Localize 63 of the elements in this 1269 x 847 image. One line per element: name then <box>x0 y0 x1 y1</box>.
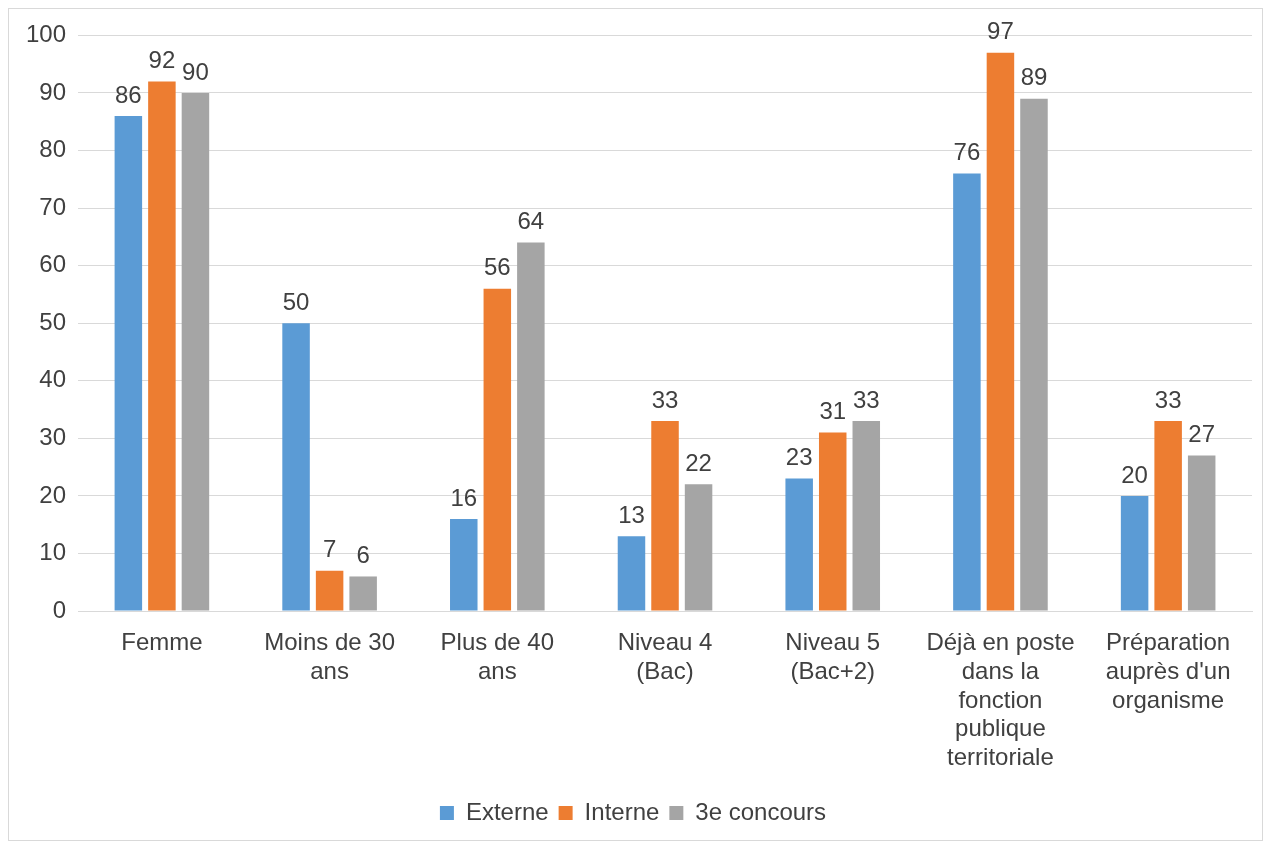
data-label: 22 <box>685 448 712 476</box>
y-tick-label: 0 <box>52 595 67 623</box>
data-label: 20 <box>1121 460 1148 488</box>
data-label: 27 <box>1188 420 1216 448</box>
bar <box>1187 455 1216 611</box>
x-tick-label: Niveau 5 (Bac+2) <box>785 628 881 684</box>
bar <box>617 536 646 611</box>
data-label: 16 <box>450 483 478 511</box>
y-tick-label: 30 <box>39 422 67 450</box>
x-tick-label: Préparation auprès d'un organisme <box>1105 628 1231 713</box>
bar <box>1120 495 1149 611</box>
y-tick-label: 20 <box>39 480 67 508</box>
x-tick-label: Niveau 4 (Bac) <box>617 628 713 684</box>
x-tick-label: Moins de 30 ans <box>264 628 395 684</box>
y-tick-label: 100 <box>26 20 67 48</box>
bar <box>1020 98 1048 611</box>
data-label: 76 <box>953 138 981 166</box>
bar <box>349 576 377 611</box>
x-tick-label: Déjà en poste dans la fonction publique territoriale <box>926 628 1075 771</box>
data-label: 97 <box>987 17 1014 45</box>
bar <box>684 484 713 611</box>
bar <box>953 173 981 611</box>
legend-label: 3e concours <box>695 797 827 825</box>
y-tick-label: 50 <box>39 307 67 335</box>
data-label: 50 <box>282 287 310 315</box>
bar <box>282 323 310 611</box>
bar <box>181 92 210 611</box>
data-label: 23 <box>785 443 813 471</box>
legend-label: Interne <box>584 797 660 825</box>
bar <box>986 52 1015 611</box>
y-tick-label: 40 <box>39 365 67 393</box>
data-label: 64 <box>517 207 545 235</box>
data-label: 7 <box>322 535 337 563</box>
bar <box>483 288 512 611</box>
data-label: 33 <box>1154 385 1182 413</box>
data-label: 89 <box>1020 63 1048 91</box>
y-tick-label: 90 <box>39 77 67 105</box>
data-label: 86 <box>115 80 142 108</box>
bar <box>114 115 143 611</box>
x-tick-label: Plus de 40 ans <box>440 628 555 684</box>
bar <box>148 81 176 611</box>
y-tick-label: 10 <box>39 538 67 566</box>
legend-label: Externe <box>465 797 549 825</box>
x-tick-label: Femme <box>121 628 203 656</box>
y-tick-label: 60 <box>39 250 67 278</box>
bar <box>315 570 344 611</box>
bar <box>852 421 881 611</box>
bar <box>818 432 847 611</box>
bar <box>450 518 478 611</box>
y-tick-label: 70 <box>39 192 67 220</box>
bar <box>651 421 679 611</box>
bar <box>517 242 545 611</box>
y-tick-label: 80 <box>39 135 67 163</box>
data-label: 13 <box>618 500 645 528</box>
data-label: 6 <box>356 541 370 569</box>
bar <box>1154 421 1182 611</box>
data-label: 90 <box>182 57 209 85</box>
data-label: 56 <box>483 253 511 281</box>
data-label: 92 <box>148 46 176 74</box>
data-label: 31 <box>819 397 847 425</box>
bar <box>785 478 813 611</box>
data-label: 33 <box>651 385 679 413</box>
data-label: 33 <box>852 385 880 413</box>
